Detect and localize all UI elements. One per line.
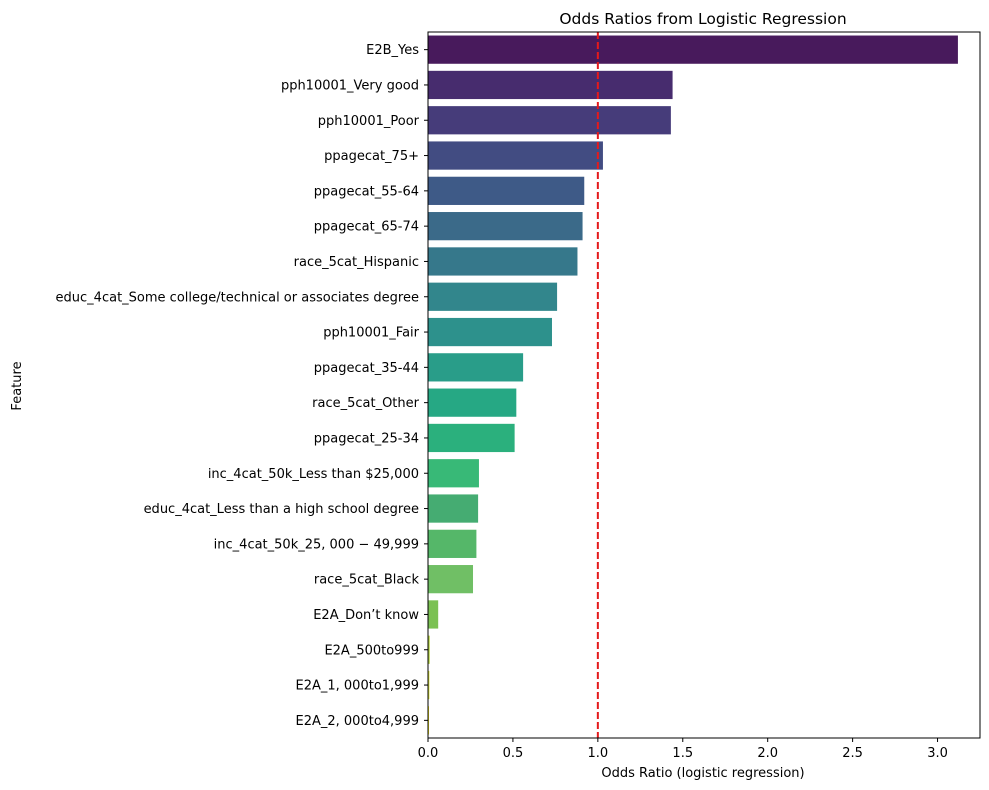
- y-tick-label: E2B_Yes: [366, 43, 419, 58]
- y-axis-label: Feature: [10, 361, 25, 410]
- bar-6: [428, 247, 578, 276]
- bars-group: [428, 35, 958, 735]
- y-tick-label: educ_4cat_Less than a high school degree: [144, 502, 419, 517]
- x-tick-label: 1.0: [588, 746, 609, 761]
- bar-9: [428, 353, 524, 382]
- x-tick-label: 3.0: [927, 746, 948, 761]
- bar-12: [428, 459, 479, 488]
- y-tick-label: E2A_2, 000to4,999: [296, 714, 420, 729]
- x-tick-label: 2.0: [757, 746, 778, 761]
- bar-19: [428, 706, 430, 735]
- bar-7: [428, 282, 558, 311]
- bar-8: [428, 317, 552, 347]
- y-tick-label: educ_4cat_Some college/technical or asso…: [56, 290, 419, 305]
- plot-frame: [427, 31, 981, 739]
- x-tick-label: 1.5: [672, 746, 693, 761]
- x-axis-label: Odds Ratio (logistic regression): [601, 766, 804, 781]
- bar-0: [428, 35, 958, 64]
- y-tick-label: race_5cat_Other: [312, 396, 420, 411]
- bar-14: [428, 529, 477, 558]
- y-ticks-group: E2B_Yes pph10001_Very good pph10001_Poorpp…: [56, 43, 428, 729]
- y-tick-label: inc_4cat_50k_Less than $25,000: [208, 467, 419, 482]
- y-tick-label: ppagecat_25-34: [314, 431, 419, 446]
- x-tick-label: 0.5: [503, 746, 524, 761]
- y-tick-label: race_5cat_Black: [314, 573, 420, 588]
- y-tick-label: ppagecat_65-74: [314, 220, 419, 235]
- bar-11: [428, 423, 515, 453]
- y-tick-label: E2A_Don’t know: [313, 608, 419, 623]
- y-tick-label: race_5cat_Hispanic: [294, 255, 419, 270]
- bar-1: [428, 70, 673, 100]
- y-tick-label: pph10001_Fair: [323, 326, 419, 341]
- x-ticks-group: 0.0 0.5 1.0 1.5 2.0 2.5 3.0: [418, 738, 948, 761]
- bar-10: [428, 388, 517, 417]
- bar-18: [428, 670, 430, 700]
- y-tick-label: ppagecat_35-44: [314, 361, 419, 376]
- y-tick-label: E2A_500to999: [324, 643, 419, 658]
- bar-15: [428, 565, 474, 594]
- x-tick-label: 2.5: [842, 746, 863, 761]
- y-tick-label: E2A_1, 000to1,999: [296, 679, 420, 694]
- bar-4: [428, 176, 585, 205]
- bar-16: [428, 600, 439, 629]
- bar-3: [428, 141, 603, 170]
- y-tick-label: ppagecat_75+: [324, 149, 419, 164]
- bar-13: [428, 494, 479, 523]
- bar-2: [428, 106, 671, 135]
- x-tick-label: 0.0: [418, 746, 439, 761]
- chart-title: Odds Ratios from Logistic Regression: [559, 10, 846, 28]
- y-tick-label: pph10001_Poor: [318, 114, 420, 129]
- bar-5: [428, 212, 583, 241]
- bar-17: [428, 635, 430, 664]
- y-tick-label: ppagecat_55-64: [314, 184, 419, 199]
- y-tick-label: inc_4cat_50k_25, 000 − 49,999: [214, 537, 419, 552]
- y-tick-label: pph10001_Very good: [281, 78, 419, 93]
